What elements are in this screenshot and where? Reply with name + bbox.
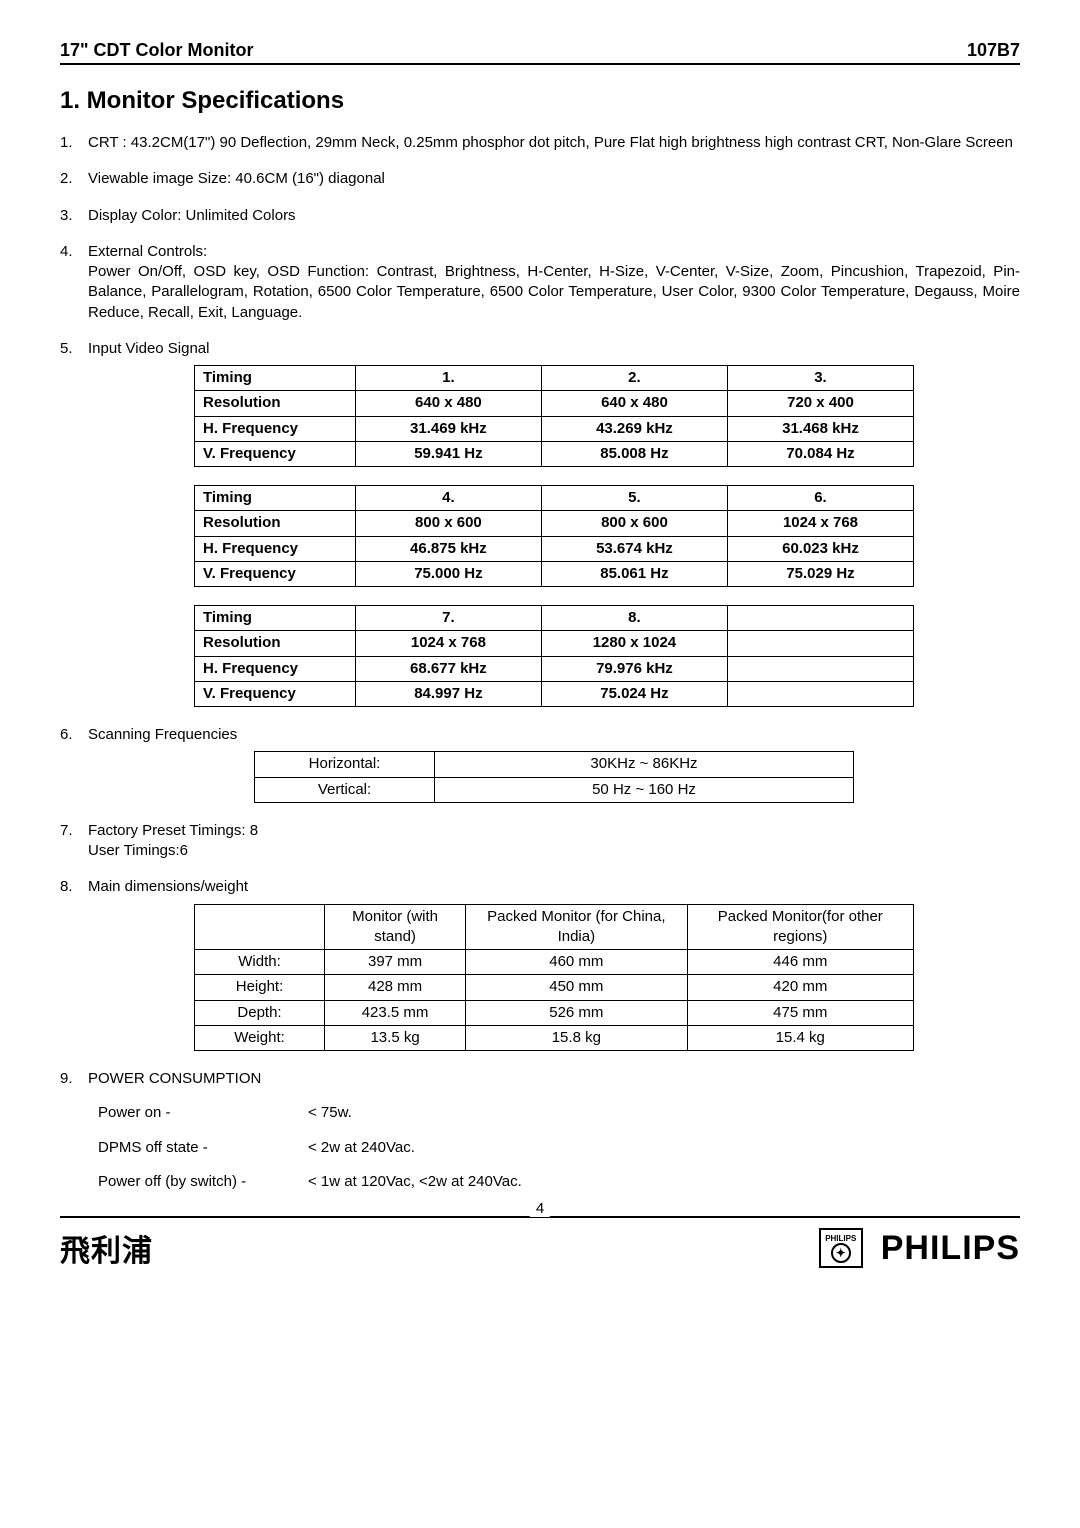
dimensions-table: Monitor (with stand) Packed Monitor (for…	[194, 904, 914, 1052]
timing-table-3: Timing7.8.Resolution1024 x 7681280 x 102…	[194, 605, 914, 707]
spec-item-9: 9.POWER CONSUMPTION Power on -< 75w. DPM…	[88, 1069, 1020, 1192]
scanning-freq-table: Horizontal:30KHz ~ 86KHz Vertical:50 Hz …	[254, 751, 854, 803]
spec-item-2: 2.Viewable image Size: 40.6CM (16") diag…	[88, 169, 1020, 189]
timing-table-1: Timing1.2.3.Resolution640 x 480640 x 480…	[194, 365, 914, 467]
spec-item-8: 8.Main dimensions/weight Monitor (with s…	[88, 877, 1020, 1051]
spec-item-7: 7.Factory Preset Timings: 8User Timings:…	[88, 821, 1020, 862]
spec-item-6: 6.Scanning Frequencies Horizontal:30KHz …	[88, 725, 1020, 803]
spec-item-5: 5.Input Video Signal Timing1.2.3.Resolut…	[88, 339, 1020, 707]
timing-table-2: Timing4.5.6.Resolution800 x 600800 x 600…	[194, 485, 914, 587]
spec-item-1: 1.CRT : 43.2CM(17") 90 Deflection, 29mm …	[88, 133, 1020, 153]
footer: 4 飛利浦 PHILIPS ✦ PHILIPS	[60, 1216, 1020, 1270]
philips-shield-icon: PHILIPS ✦	[819, 1228, 863, 1268]
header-left: 17" CDT Color Monitor	[60, 40, 254, 61]
timing-tables: Timing1.2.3.Resolution640 x 480640 x 480…	[88, 365, 1020, 707]
doc-header: 17" CDT Color Monitor 107B7	[60, 40, 1020, 65]
spec-item-3: 3.Display Color: Unlimited Colors	[88, 206, 1020, 226]
page-title: 1. Monitor Specifications	[60, 87, 1020, 115]
header-right: 107B7	[967, 40, 1020, 61]
philips-cn-logo: 飛利浦	[60, 1226, 153, 1270]
spec-list: 1.CRT : 43.2CM(17") 90 Deflection, 29mm …	[60, 133, 1020, 1192]
page-number: 4	[530, 1200, 550, 1217]
spec-item-4: 4.External Controls: Power On/Off, OSD k…	[88, 242, 1020, 323]
philips-logo: PHILIPS	[881, 1229, 1020, 1268]
power-consumption: Power on -< 75w. DPMS off state -< 2w at…	[88, 1103, 1020, 1192]
